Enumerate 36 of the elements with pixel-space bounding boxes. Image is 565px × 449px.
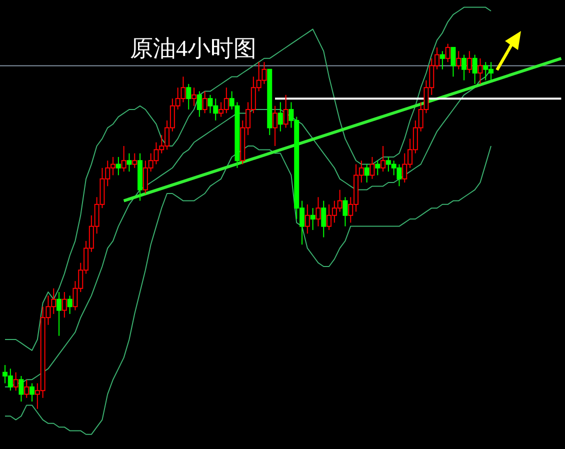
candlestick — [364, 164, 370, 184]
candlestick — [304, 204, 310, 234]
candlestick — [186, 83, 192, 110]
candlestick — [56, 292, 62, 336]
candlestick — [121, 146, 126, 172]
candlestick — [472, 54, 478, 84]
candlestick — [196, 90, 202, 118]
candlestick — [18, 375, 24, 402]
candlestick — [370, 156, 375, 180]
candlestick — [13, 372, 18, 392]
candlestick — [462, 54, 467, 81]
candlestick — [440, 50, 445, 70]
candlestick — [192, 87, 197, 106]
candlestick — [342, 196, 348, 227]
candlestick — [450, 46, 456, 78]
candlestick — [30, 382, 35, 402]
candlestick — [316, 196, 321, 227]
candlestick — [62, 292, 67, 318]
candlestick — [24, 379, 30, 398]
candlestick — [478, 58, 483, 84]
chart-title: 原油4小时图 — [130, 36, 256, 61]
candlestick — [126, 152, 132, 172]
candlestick — [272, 105, 278, 147]
candlestick — [116, 156, 121, 176]
candlestick — [132, 152, 138, 168]
candlestick — [321, 200, 326, 238]
candlestick — [310, 208, 316, 230]
candlestick — [283, 94, 288, 128]
candlestick — [466, 50, 472, 74]
candlestick — [67, 295, 72, 314]
candlestick — [278, 102, 283, 132]
candlestick — [202, 90, 208, 114]
candlestick — [456, 50, 462, 70]
candlestick — [375, 160, 380, 176]
candlestick — [380, 146, 386, 172]
candlestick — [445, 43, 450, 63]
